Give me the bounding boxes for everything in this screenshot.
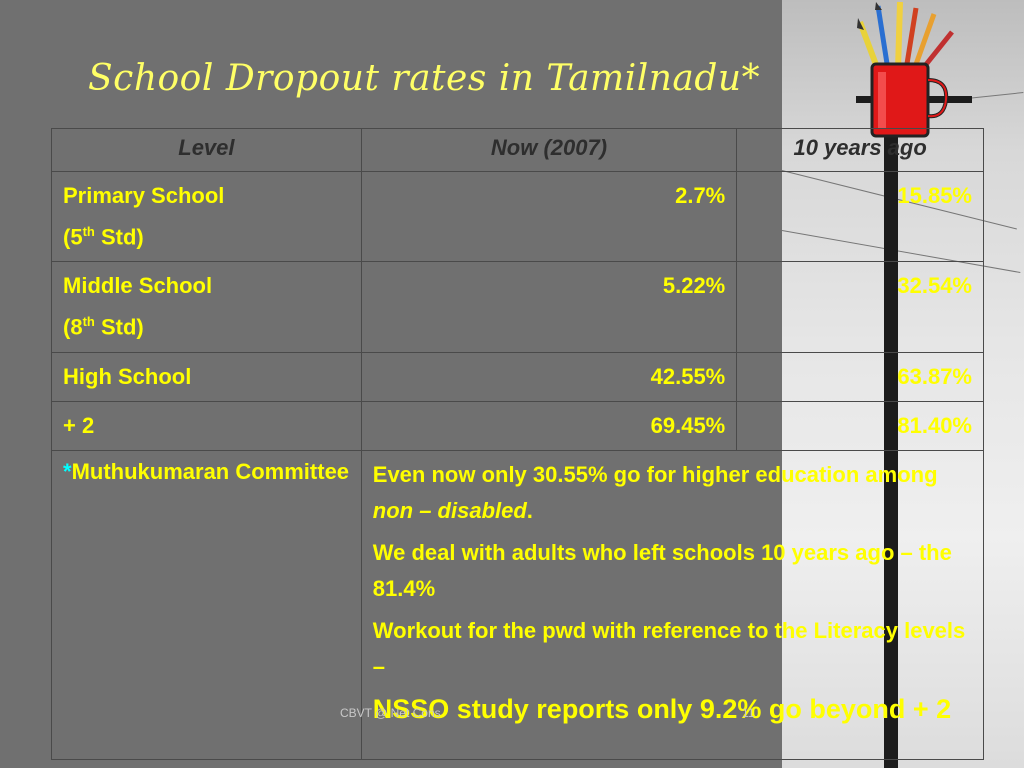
level-std-suffix: th — [82, 314, 95, 330]
page-number: 11 — [742, 706, 755, 720]
level-cell: Primary School (5th Std) — [51, 170, 362, 263]
level-name: High School — [51, 351, 362, 402]
level-std-end: Std) — [94, 314, 144, 340]
ago-value: 81.40% — [736, 400, 984, 451]
table-row: + 2 69.45% 81.40% — [51, 400, 984, 451]
committee-label: Muthukumaran Committee — [71, 458, 350, 484]
note-paragraph: Workout for the pwd with reference to th… — [372, 617, 966, 679]
table-row: Primary School (5th Std) 2.7% 15.85% — [51, 170, 984, 263]
ago-value: 32.54% — [736, 261, 984, 353]
table-header-row: Level Now (2007) 10 years ago — [51, 128, 984, 172]
header-level: Level — [51, 128, 362, 172]
footer-credit: CBVT @ Net Cons — [340, 706, 441, 720]
table-row: Middle School (8th Std) 5.22% 32.54% — [51, 261, 984, 353]
note-row: *Muthukumaran Committee Even now only 30… — [51, 449, 985, 760]
level-std-suffix: th — [82, 224, 95, 239]
committee-cell: *Muthukumaran Committee — [51, 449, 362, 760]
level-name: Primary School — [63, 183, 225, 208]
pencil-cup-icon — [857, 1, 954, 138]
note-emphasis: non – disabled — [372, 497, 527, 523]
note-text: . — [526, 497, 533, 523]
level-name: + 2 — [51, 400, 362, 451]
ago-value: 15.85% — [736, 170, 984, 263]
note-text: Even now only 30.55% go for higher educa… — [372, 461, 938, 487]
slide-title: School Dropout rates in Tamilnadu* — [88, 58, 760, 99]
level-std-end: Std) — [94, 224, 144, 250]
level-std-prefix: (8 — [63, 314, 83, 340]
level-std-prefix: (5 — [63, 224, 83, 250]
now-value: 5.22% — [360, 261, 738, 353]
level-name: Middle School — [63, 273, 213, 299]
level-cell: Middle School (8th Std) — [51, 261, 362, 353]
now-value: 42.55% — [360, 351, 738, 402]
table-row: High School 42.55% 63.87% — [51, 351, 984, 402]
dropout-rates-table: Level Now (2007) 10 years ago Primary Sc… — [51, 128, 985, 760]
nsso-note: NSSO study reports only 9.2% go beyond +… — [372, 693, 952, 724]
slide-title-text: School Dropout rates in Tamilnadu — [88, 58, 742, 99]
notes-cell: Even now only 30.55% go for higher educa… — [360, 449, 985, 760]
header-now: Now (2007) — [360, 128, 738, 172]
note-paragraph: We deal with adults who left schools 10 … — [372, 539, 952, 601]
now-value: 2.7% — [360, 170, 738, 263]
ago-value: 63.87% — [736, 351, 984, 402]
title-footnote-marker: * — [741, 58, 761, 99]
committee-footnote-marker: * — [63, 458, 72, 484]
header-ago: 10 years ago — [736, 128, 984, 172]
now-value: 69.45% — [360, 400, 738, 451]
note-paragraph: Even now only 30.55% go for higher educa… — [373, 457, 972, 529]
